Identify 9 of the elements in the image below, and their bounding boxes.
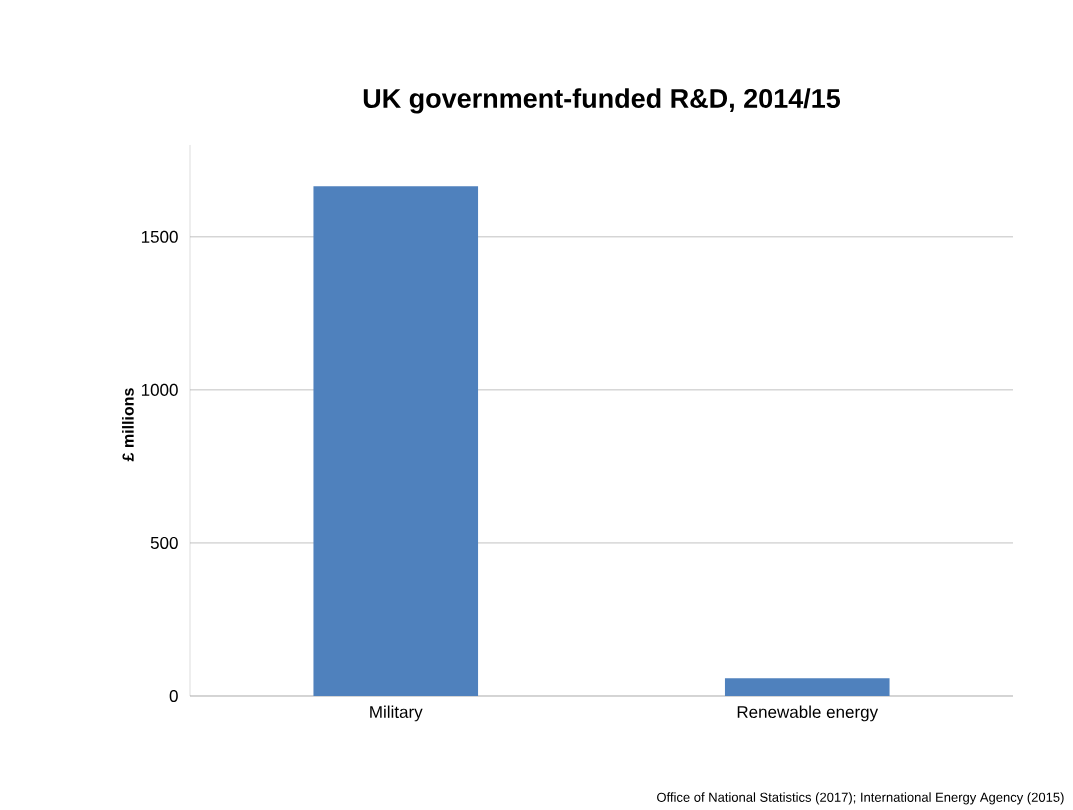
x-tick-label: Military: [370, 705, 423, 722]
text: Office of National Statistics (2017); International Energy Agency (2015): [657, 792, 1064, 805]
x-tick-label: Renewable energy: [737, 705, 879, 722]
chart-title: UK government-funded R&D, 2014/15: [363, 88, 841, 114]
y-tick-label: 500: [150, 536, 178, 549]
y-tick-label: 1000: [141, 383, 178, 396]
y-axis-title: £ millions: [122, 388, 134, 462]
y-tick-label: 0: [169, 689, 178, 703]
y-tick-label: 1500: [141, 230, 178, 243]
